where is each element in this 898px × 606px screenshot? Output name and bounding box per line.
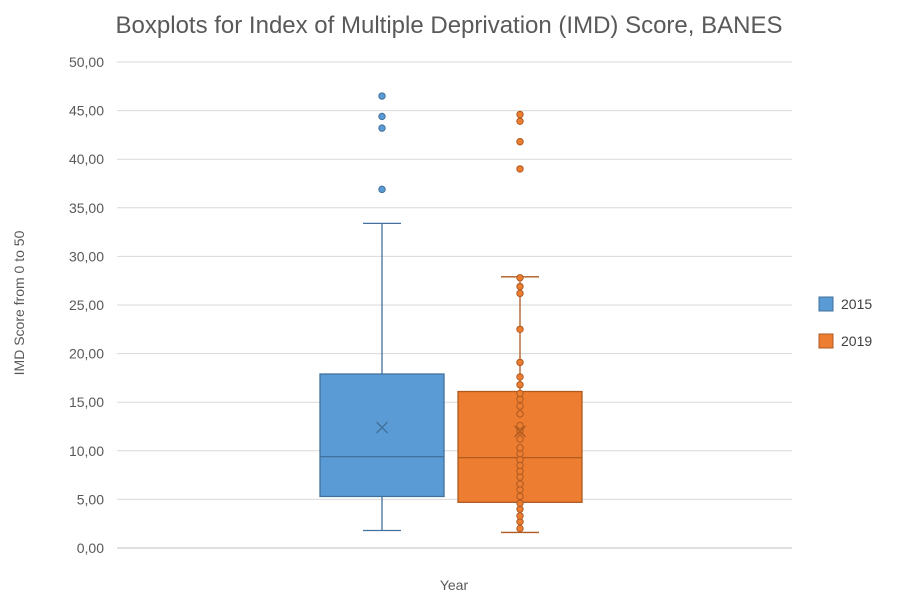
outlier-point <box>378 112 386 121</box>
data-point <box>516 421 524 430</box>
y-tick-label: 25,00 <box>69 297 104 313</box>
outlier-point <box>378 185 386 194</box>
data-point <box>516 410 524 418</box>
outlier-point <box>516 165 524 173</box>
boxplot-2019 <box>457 110 583 534</box>
legend-swatch-2015 <box>818 296 834 312</box>
data-point <box>516 282 524 291</box>
box-iqr <box>319 373 445 498</box>
y-tick-label: 5,00 <box>77 491 104 507</box>
data-point <box>516 435 524 443</box>
x-axis-title: Year <box>440 577 469 593</box>
y-axis-title: IMD Score from 0 to 50 <box>11 230 27 375</box>
data-point <box>516 389 524 398</box>
gridlines <box>117 61 792 549</box>
y-tick-label: 0,00 <box>77 540 104 556</box>
y-tick-label: 30,00 <box>69 248 104 264</box>
data-point <box>516 524 524 533</box>
data-point <box>516 325 524 333</box>
legend-label-2019: 2019 <box>841 333 872 349</box>
data-point <box>516 289 524 298</box>
data-point <box>516 402 524 410</box>
y-tick-label: 45,00 <box>69 103 104 119</box>
outlier-point <box>378 124 386 132</box>
y-tick-label: 50,00 <box>69 54 104 70</box>
outlier-point <box>516 117 524 125</box>
mean-marker <box>376 421 388 434</box>
outlier-point <box>516 138 524 146</box>
data-point <box>516 499 524 507</box>
chart-title: Boxplots for Index of Multiple Deprivati… <box>115 12 783 39</box>
data-point <box>516 373 524 381</box>
boxplots <box>319 92 583 534</box>
data-point <box>516 274 524 282</box>
outlier-point <box>516 110 524 119</box>
y-tick-label: 10,00 <box>69 443 104 459</box>
y-tick-label: 20,00 <box>69 346 104 362</box>
y-tick-label: 40,00 <box>69 151 104 167</box>
data-point <box>516 492 524 501</box>
mean-marker <box>514 425 526 438</box>
y-axis-ticks: 0,00 5,00 10,00 15,00 20,00 25,00 30,00 35,00 40… <box>69 54 104 556</box>
legend: 2015 2019 <box>818 296 872 349</box>
outlier-point <box>378 92 386 100</box>
data-point <box>516 444 524 452</box>
y-tick-label: 15,00 <box>69 394 104 410</box>
data-point <box>516 381 524 389</box>
legend-swatch-2019 <box>818 333 834 349</box>
data-point <box>516 358 524 367</box>
y-tick-label: 35,00 <box>69 200 104 216</box>
data-point <box>516 480 524 488</box>
legend-label-2015: 2015 <box>841 296 872 312</box>
boxplot-2015 <box>319 92 445 532</box>
data-point <box>516 512 524 520</box>
